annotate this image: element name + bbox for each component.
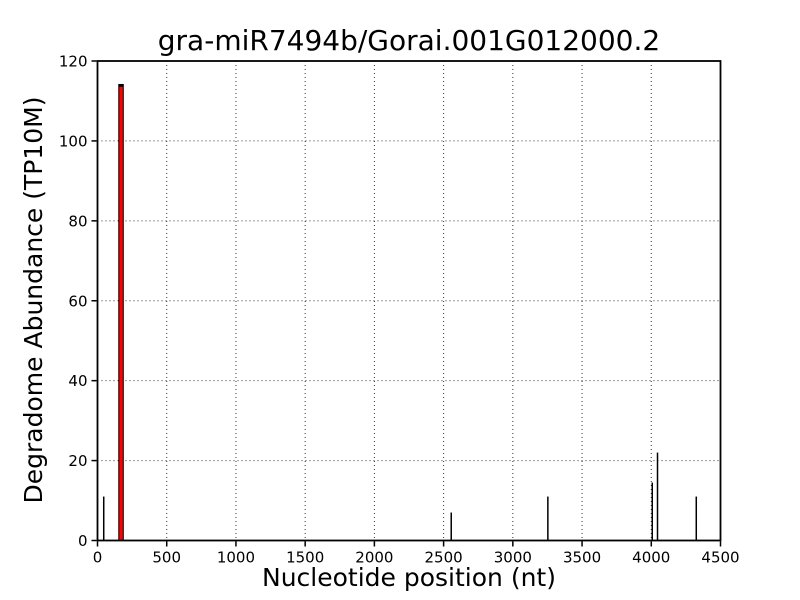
x-tick-label-1000: 1000 <box>217 549 255 567</box>
axis-layer <box>91 60 722 547</box>
x-axis-label: Nucleotide position (nt) <box>262 563 556 592</box>
y-tick-label-20: 20 <box>68 452 87 470</box>
x-tick-label-2000: 2000 <box>355 549 393 567</box>
y-tick-label-0: 0 <box>78 532 88 550</box>
y-tick-label-60: 60 <box>68 292 87 310</box>
x-tick-label-3000: 3000 <box>494 549 532 567</box>
data-layer <box>102 83 698 541</box>
x-tick-label-2500: 2500 <box>425 549 463 567</box>
chart-title: gra-miR7494b/Gorai.001G012000.2 <box>158 24 660 57</box>
y-tick-label-80: 80 <box>68 212 87 230</box>
x-tick-label-500: 500 <box>152 549 181 567</box>
y-tick-label-100: 100 <box>59 132 88 150</box>
x-tick-label-3500: 3500 <box>563 549 601 567</box>
tick-label-layer: 0 500 1000 1500 2000 2500 3000 3500 4000 4500 0 20 4… <box>59 53 740 567</box>
x-tick-label-1500: 1500 <box>286 549 324 567</box>
plot-border <box>96 60 722 542</box>
y-tick-label-40: 40 <box>68 372 87 390</box>
x-tick-label-0: 0 <box>93 549 103 567</box>
y-axis-label: Degradome Abundance (TP10M) <box>19 97 48 504</box>
grid-layer <box>97 61 721 541</box>
x-tick-label-4500: 4500 <box>701 549 739 567</box>
cleavage-site-stem-highlight <box>119 86 123 541</box>
y-tick-label-120: 120 <box>59 53 88 71</box>
x-tick-label-4000: 4000 <box>632 549 670 567</box>
